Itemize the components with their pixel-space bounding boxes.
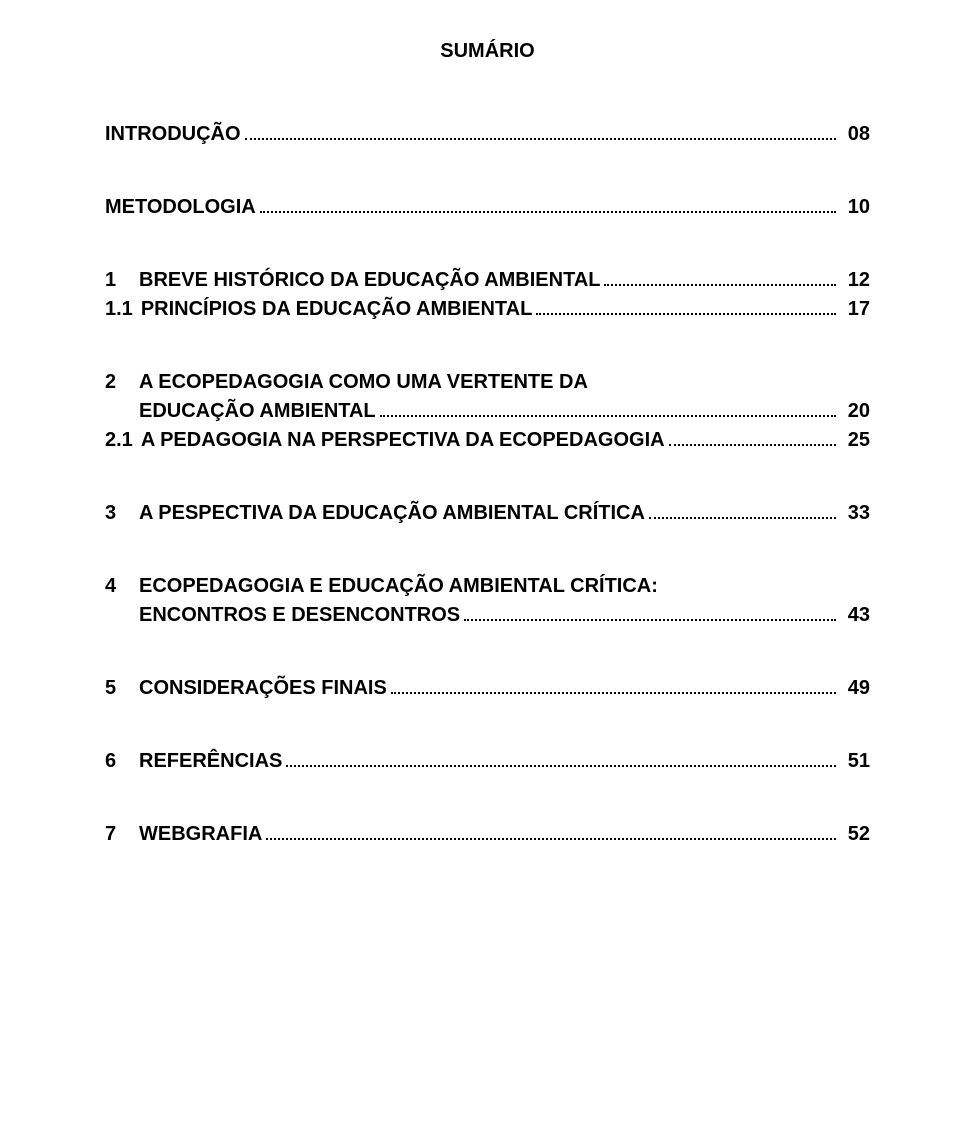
toc-label: A PEDAGOGIA NA PERSPECTIVA DA ECOPEDAGOG… <box>141 429 665 452</box>
leader-dots <box>245 138 836 140</box>
toc-label: A PESPECTIVA DA EDUCAÇÃO AMBIENTAL CRÍTI… <box>139 502 645 525</box>
toc-label: EDUCAÇÃO AMBIENTAL <box>139 400 376 423</box>
toc-page-number: 17 <box>840 298 870 321</box>
toc-group-3: 3 A PESPECTIVA DA EDUCAÇÃO AMBIENTAL CRÍ… <box>105 502 870 525</box>
toc-entry-4-line2: 4 ENCONTROS E DESENCONTROS 43 <box>105 604 870 627</box>
toc-page-number: 43 <box>840 604 870 627</box>
leader-dots <box>380 415 836 417</box>
leader-dots <box>464 619 836 621</box>
toc-page-number: 20 <box>840 400 870 423</box>
toc-page-number: 52 <box>840 823 870 846</box>
toc-group-intro: INTRODUÇÃO 08 <box>105 123 870 146</box>
toc-page-number: 49 <box>840 677 870 700</box>
toc-group-2: 2 A ECOPEDAGOGIA COMO UMA VERTENTE DA 2 … <box>105 371 870 452</box>
toc-page-number: 25 <box>840 429 870 452</box>
toc-label: ENCONTROS E DESENCONTROS <box>139 604 460 627</box>
toc-section-number: 4 <box>105 575 125 598</box>
toc-label: PRINCÍPIOS DA EDUCAÇÃO AMBIENTAL <box>141 298 532 321</box>
toc-group-4: 4 ECOPEDAGOGIA E EDUCAÇÃO AMBIENTAL CRÍT… <box>105 575 870 627</box>
toc-label: METODOLOGIA <box>105 196 256 219</box>
leader-dots <box>669 444 836 446</box>
toc-entry-2-line1: 2 A ECOPEDAGOGIA COMO UMA VERTENTE DA <box>105 371 870 394</box>
toc-section-number: 1.1 <box>105 298 133 321</box>
leader-dots <box>286 765 836 767</box>
toc-label: REFERÊNCIAS <box>139 750 282 773</box>
toc-group-7: 7 WEBGRAFIA 52 <box>105 823 870 846</box>
toc-page-number: 33 <box>840 502 870 525</box>
leader-dots <box>649 517 836 519</box>
leader-dots <box>266 838 836 840</box>
leader-dots <box>604 284 836 286</box>
toc-group-6: 6 REFERÊNCIAS 51 <box>105 750 870 773</box>
toc-group-metodologia: METODOLOGIA 10 <box>105 196 870 219</box>
toc-label: ECOPEDAGOGIA E EDUCAÇÃO AMBIENTAL CRÍTIC… <box>139 575 658 598</box>
toc-section-number: 3 <box>105 502 125 525</box>
toc-entry-7: 7 WEBGRAFIA 52 <box>105 823 870 846</box>
toc-label: CONSIDERAÇÕES FINAIS <box>139 677 387 700</box>
leader-dots <box>536 313 836 315</box>
toc-label: BREVE HISTÓRICO DA EDUCAÇÃO AMBIENTAL <box>139 269 600 292</box>
leader-dots <box>260 211 836 213</box>
toc-section-number: 6 <box>105 750 125 773</box>
toc-group-5: 5 CONSIDERAÇÕES FINAIS 49 <box>105 677 870 700</box>
toc-entry-4-line1: 4 ECOPEDAGOGIA E EDUCAÇÃO AMBIENTAL CRÍT… <box>105 575 870 598</box>
leader-dots <box>391 692 836 694</box>
toc-entry-1: 1 BREVE HISTÓRICO DA EDUCAÇÃO AMBIENTAL … <box>105 269 870 292</box>
toc-entry-2-1: 2.1 A PEDAGOGIA NA PERSPECTIVA DA ECOPED… <box>105 429 870 452</box>
toc-page-number: 10 <box>840 196 870 219</box>
toc-section-number: 7 <box>105 823 125 846</box>
toc-section-number: 1 <box>105 269 125 292</box>
toc-entry-3: 3 A PESPECTIVA DA EDUCAÇÃO AMBIENTAL CRÍ… <box>105 502 870 525</box>
toc-entry-6: 6 REFERÊNCIAS 51 <box>105 750 870 773</box>
toc-page-number: 12 <box>840 269 870 292</box>
toc-entry-introducao: INTRODUÇÃO 08 <box>105 123 870 146</box>
toc-page-number: 08 <box>840 123 870 146</box>
toc-entry-5: 5 CONSIDERAÇÕES FINAIS 49 <box>105 677 870 700</box>
toc-label: INTRODUÇÃO <box>105 123 241 146</box>
toc-entry-2-line2: 2 EDUCAÇÃO AMBIENTAL 20 <box>105 400 870 423</box>
doc-title: SUMÁRIO <box>105 40 870 63</box>
toc-section-number: 2 <box>105 371 125 394</box>
toc-section-number: 5 <box>105 677 125 700</box>
toc-entry-1-1: 1.1 PRINCÍPIOS DA EDUCAÇÃO AMBIENTAL 17 <box>105 298 870 321</box>
document-page: SUMÁRIO INTRODUÇÃO 08 METODOLOGIA 10 1 B… <box>0 0 960 1141</box>
toc-label: A ECOPEDAGOGIA COMO UMA VERTENTE DA <box>139 371 588 394</box>
toc-section-number: 2.1 <box>105 429 133 452</box>
toc-entry-metodologia: METODOLOGIA 10 <box>105 196 870 219</box>
toc-group-1: 1 BREVE HISTÓRICO DA EDUCAÇÃO AMBIENTAL … <box>105 269 870 321</box>
toc-page-number: 51 <box>840 750 870 773</box>
toc-label: WEBGRAFIA <box>139 823 262 846</box>
